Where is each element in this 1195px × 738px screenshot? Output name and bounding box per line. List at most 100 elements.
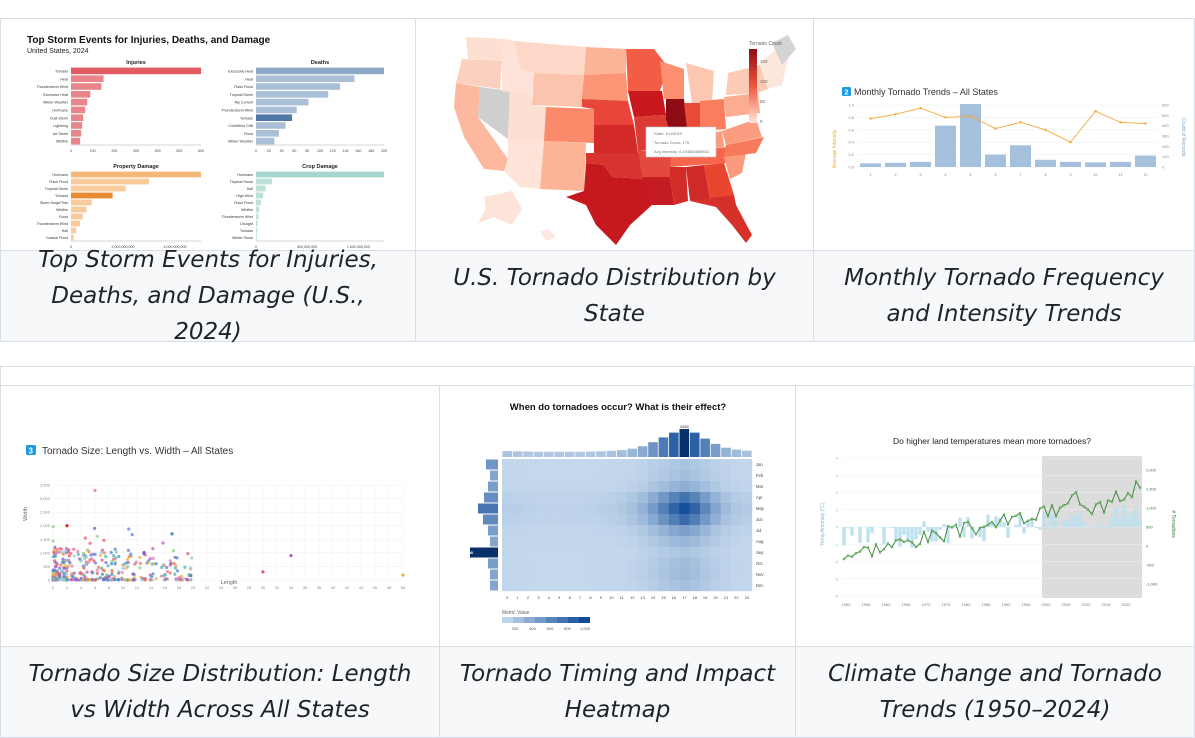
climate-point (862, 545, 866, 549)
size-xlabel: Length (221, 580, 238, 586)
climate-point (898, 538, 902, 541)
storm-category-label: Coastal Flood (46, 236, 68, 240)
heat-cell (585, 525, 596, 537)
size-point (71, 575, 75, 579)
monthly-month-label: 1 (869, 172, 872, 177)
storm-category-label: Dust Storm (50, 116, 68, 120)
heat-cell (574, 558, 586, 570)
size-point (67, 554, 71, 558)
map-chart-cell[interactable]: State: ILLINOIS Tornado Count: 175 Avg I… (415, 18, 814, 251)
size-point (102, 551, 106, 555)
heat-cell (606, 503, 617, 515)
heat-cell (710, 481, 721, 493)
size-point (116, 571, 121, 575)
storm-category-label: Wildfire (56, 208, 68, 212)
monthly-intensity-point (1044, 128, 1047, 131)
size-point (112, 557, 116, 561)
state-ca (454, 83, 508, 171)
heat-top-bar (544, 451, 554, 457)
climate-point (1074, 490, 1078, 494)
monthly-intensity-point (944, 116, 947, 119)
size-point (173, 572, 177, 576)
heat-cell (699, 459, 711, 471)
heat-legend-swatch (557, 617, 568, 623)
heat-cell (658, 470, 669, 482)
climate-bar (1006, 527, 1010, 538)
monthly-intensity-point (1094, 110, 1097, 113)
state-az (504, 139, 544, 189)
heat-cell (679, 470, 690, 482)
climate-bar (1138, 519, 1142, 527)
state-ga (704, 163, 734, 199)
heat-cell (554, 492, 565, 504)
climate-bar (1018, 513, 1022, 527)
storm-category-label: Heat (245, 77, 253, 81)
size-point (126, 548, 130, 552)
heat-cell (699, 558, 711, 570)
size-point (92, 559, 96, 563)
climate-chart-cell[interactable]: Do higher land temperatures mean more to… (795, 385, 1195, 647)
storm-bar (71, 91, 91, 98)
state-fl (690, 195, 752, 243)
storm-category-label: Flood (244, 132, 253, 136)
state-oh (700, 99, 726, 131)
climate-bar (1118, 517, 1122, 527)
storm-bar (71, 122, 83, 129)
size-point (171, 549, 176, 553)
size-point (112, 574, 117, 579)
storm-chart-cell[interactable]: Top Storm Events for Injuries, Deaths, a… (0, 18, 416, 251)
climate-point (846, 554, 850, 557)
size-point (123, 578, 127, 582)
storm-bar (256, 114, 293, 121)
heat-cell (731, 492, 742, 504)
header-strip (0, 366, 1195, 386)
climate-year-label: 1985 (982, 602, 992, 607)
size-point (104, 560, 108, 565)
heat-chart-cell[interactable]: When do tornadoes occur? What is their e… (439, 385, 796, 647)
heat-cell (512, 569, 524, 581)
heat-cell (574, 547, 586, 559)
climate-bar (1054, 515, 1058, 527)
size-chart-cell[interactable]: 3 Tornado Size: Length vs. Width – All S… (0, 385, 440, 647)
heat-top-bar (596, 451, 606, 457)
state-co (544, 107, 594, 143)
size-x-tick: 20 (191, 585, 196, 590)
storm-bar (71, 192, 113, 199)
heat-cell (543, 459, 555, 471)
heat-cell (585, 536, 596, 548)
heat-cell (658, 503, 669, 515)
climate-bar (1094, 527, 1098, 529)
monthly-chart-cell[interactable]: 2 Monthly Tornado Trends – All States 1.… (813, 18, 1195, 251)
size-point (120, 576, 124, 580)
size-point (175, 577, 180, 581)
heat-cell (679, 514, 690, 526)
heat-cell (647, 514, 659, 526)
state-sc (724, 153, 746, 179)
heat-legend-swatch (502, 617, 513, 623)
size-point (53, 559, 57, 563)
climate-left-tick: 0 (836, 525, 839, 530)
heat-cell (647, 569, 659, 581)
heat-top-bar (502, 451, 513, 457)
heat-cell (502, 459, 513, 471)
size-chart-title: Tornado Size: Length vs. Width – All Sta… (42, 446, 233, 457)
heat-cell (533, 547, 544, 559)
storm-bar (71, 67, 201, 75)
storm-bar (71, 199, 92, 206)
heat-hour-label: 23 (745, 595, 750, 600)
heat-cell (647, 580, 659, 592)
climate-point (978, 526, 982, 530)
storm-category-label: Storm Surge/Tide (40, 201, 68, 205)
monthly-bar (1010, 145, 1031, 167)
size-point (98, 553, 103, 558)
climate-bar (1030, 517, 1034, 527)
heat-month-label: Jul (756, 528, 761, 533)
climate-point (922, 530, 926, 533)
climate-chart-title: Do higher land temperatures mean more to… (893, 436, 1091, 446)
climate-bar (902, 527, 906, 536)
tooltip-count: Tornado Count: 175 (654, 140, 690, 145)
heat-cell (554, 569, 565, 581)
size-x-tick: 38 (317, 585, 322, 590)
heat-cell (710, 470, 721, 482)
climate-bar (978, 527, 982, 537)
